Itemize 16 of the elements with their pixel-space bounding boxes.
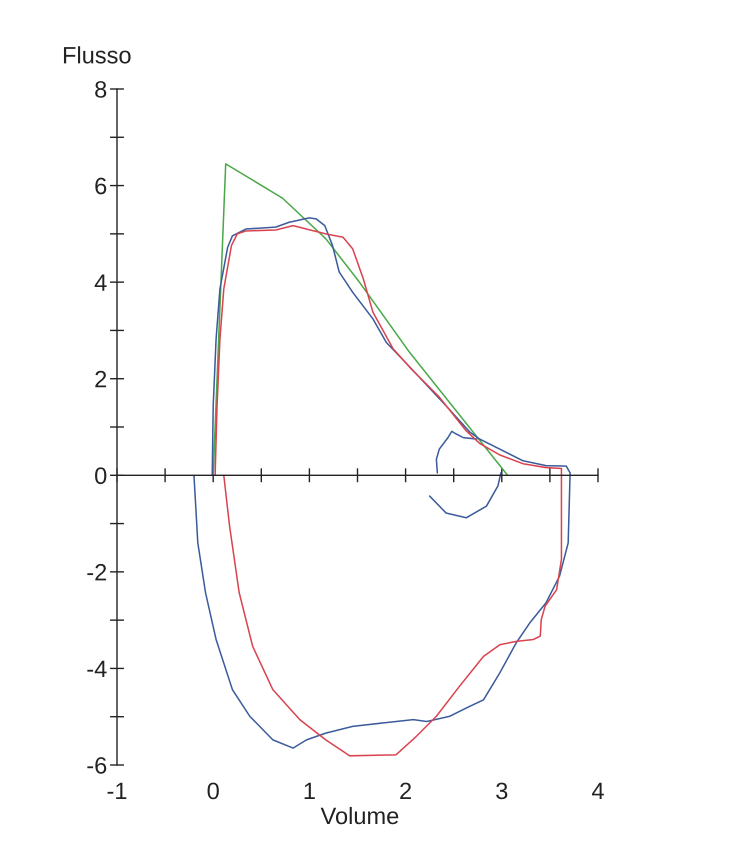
- x-axis-title: Volume: [320, 806, 398, 824]
- x-tick-label: 3: [496, 782, 508, 800]
- y-tick-label: 8: [95, 81, 106, 98]
- y-tick-label: 2: [95, 370, 106, 388]
- y-tick-label: 6: [95, 178, 106, 194]
- x-tick-label: 4: [592, 782, 604, 800]
- y-tick-label: 0: [95, 467, 106, 484]
- y-tick-label: 4: [94, 274, 107, 291]
- x-tick-label: -1: [108, 782, 126, 800]
- x-tick-label: 1: [304, 782, 315, 800]
- x-tick-label: 0: [208, 782, 219, 800]
- y-tick-label: -2: [87, 564, 106, 580]
- y-tick-label: -4: [87, 660, 107, 677]
- x-tick-label: 2: [400, 782, 411, 800]
- y-tick-label: -6: [87, 757, 106, 774]
- y-axis-title: Flusso: [64, 46, 131, 64]
